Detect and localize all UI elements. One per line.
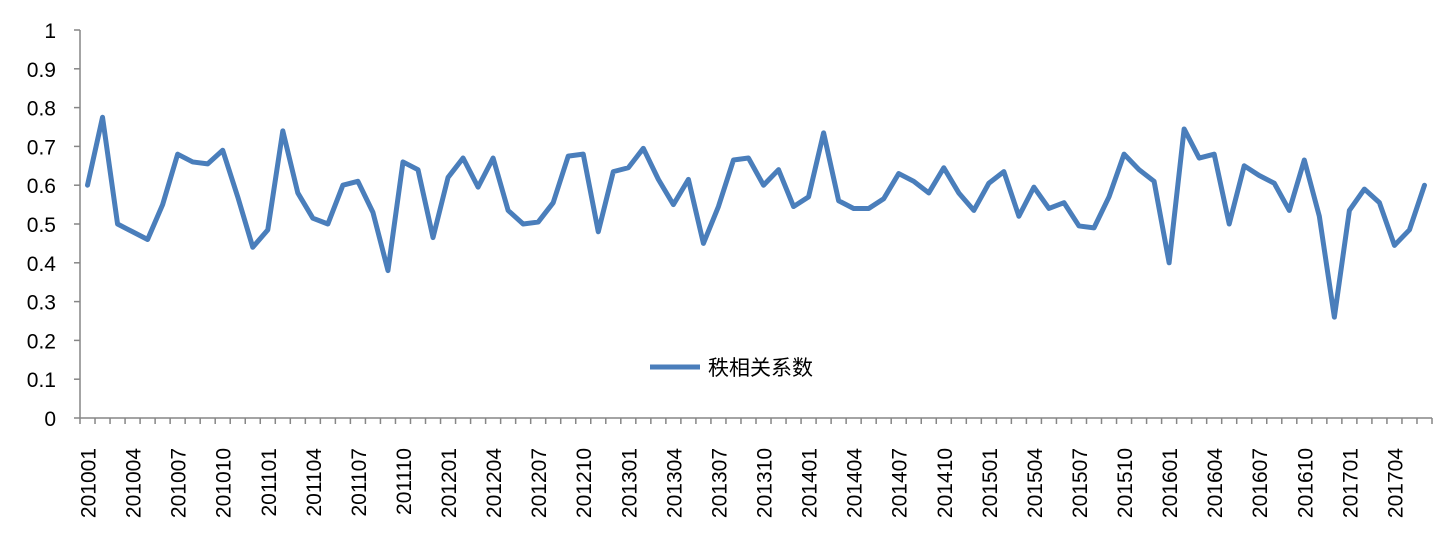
x-tick-label: 201110: [393, 448, 416, 515]
x-tick-label: 201307: [708, 448, 731, 518]
x-tick-label: 201204: [483, 448, 506, 518]
legend-label: 秩相关系数: [708, 357, 813, 380]
x-tick-label: 201607: [1249, 448, 1272, 518]
x-tick-label: 201507: [1069, 448, 1092, 518]
x-tick-label: 201207: [528, 448, 551, 518]
x-tick-label: 201610: [1294, 448, 1317, 518]
x-tick-label: 201504: [1024, 448, 1047, 518]
x-tick-label: 201310: [754, 448, 777, 518]
x-tick-label: 201101: [258, 448, 281, 517]
line: [85, 114, 1427, 320]
y-tick-label: 0.1: [27, 369, 56, 392]
x-tick-label: 201010: [213, 448, 236, 518]
y-tick-label: 0.9: [27, 59, 56, 82]
y-tick-label: 0.7: [27, 136, 56, 159]
x-tick-label: 201407: [889, 448, 912, 518]
y-tick-label: 1: [44, 20, 56, 43]
y-tick-label: 0.3: [27, 292, 56, 315]
x-tick-label: 201201: [438, 448, 461, 518]
x-tick-label: 201001: [78, 448, 101, 518]
x-tick-label: 201301: [618, 448, 641, 518]
y-tick-label: 0.2: [27, 330, 56, 353]
x-tick-label: 201104: [303, 448, 326, 517]
y-tick-label: 0.5: [27, 214, 56, 237]
x-tick-label: 201304: [663, 448, 686, 518]
y-tick-label: 0.8: [27, 98, 56, 121]
y-tick-label: 0.4: [27, 253, 57, 276]
x-tick-label: 201007: [168, 448, 191, 518]
x-tick-label: 201604: [1204, 448, 1227, 518]
y-tick-label: 0: [44, 408, 56, 431]
x-tick-label: 201501: [979, 448, 1002, 518]
x-tick-label: 201004: [123, 448, 146, 518]
x-tick-label: 201701: [1339, 448, 1362, 518]
x-tick-label: 201510: [1114, 448, 1137, 518]
x-tick-label: 201704: [1384, 448, 1407, 518]
x-tick-label: 201401: [799, 448, 822, 518]
x-tick-label: 201210: [573, 448, 596, 518]
x-tick-label: 201107: [348, 448, 371, 517]
x-tick-label: 201404: [844, 448, 867, 518]
x-tick-label: 201410: [934, 448, 957, 518]
x-tick-label: 201601: [1159, 448, 1182, 518]
y-tick-label: 0.6: [27, 175, 56, 198]
